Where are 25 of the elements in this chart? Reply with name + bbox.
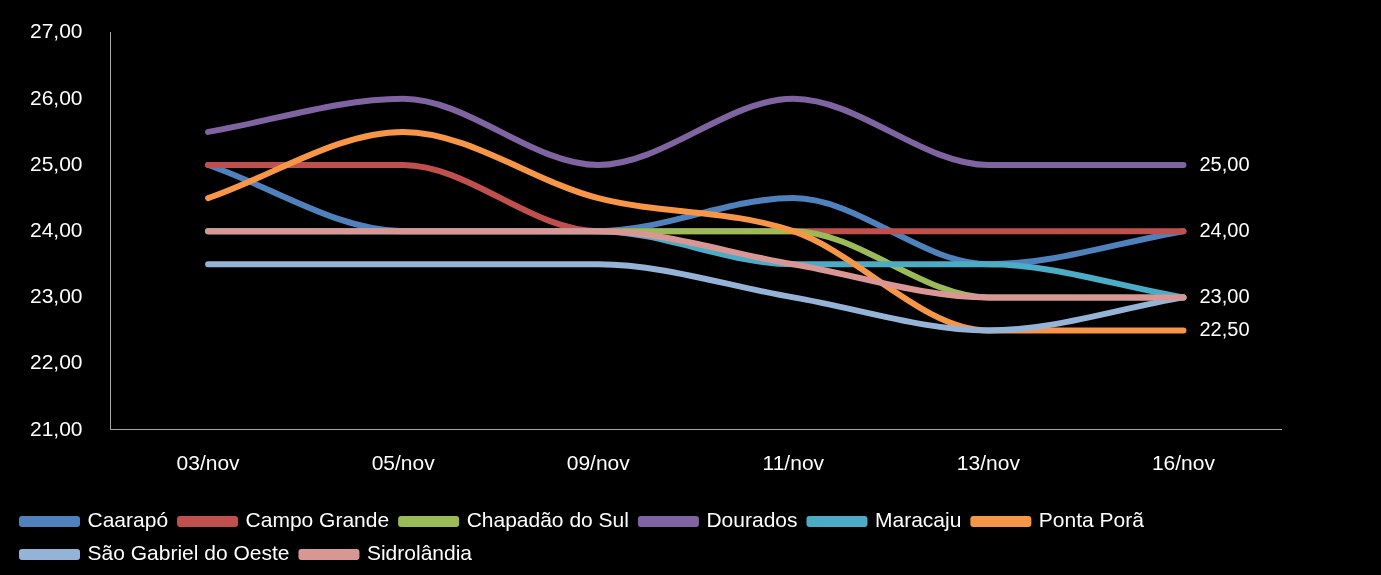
y-tick-label: 27,00 (29, 19, 83, 43)
data-label: 23,00 (1199, 284, 1250, 307)
y-tick-label: 21,00 (29, 416, 83, 440)
data-label: 24,00 (1199, 218, 1250, 241)
y-tick-label: 25,00 (29, 151, 83, 175)
legend-label: Campo Grande (245, 508, 390, 532)
legend-label: Ponta Porã (1038, 508, 1145, 532)
y-tick-label: 22,00 (29, 350, 83, 374)
y-tick-label: 26,00 (29, 85, 83, 109)
y-tick-label: 24,00 (29, 218, 83, 241)
x-tick-label: 05/nov (371, 451, 436, 475)
data-label: 22,50 (1199, 318, 1250, 341)
legend-label: Chapadão do Sul (466, 508, 629, 532)
legend-label: Sidrolândia (366, 541, 473, 565)
legend-label: Dourados (706, 508, 798, 532)
x-tick-label: 16/nov (1151, 451, 1216, 475)
legend-label: São Gabriel do Oeste (87, 541, 290, 565)
y-tick-label: 23,00 (29, 284, 83, 308)
x-tick-label: 11/nov (762, 451, 825, 475)
x-tick-label: 09/nov (566, 451, 631, 475)
legend-label: Caarapó (87, 508, 169, 532)
x-tick-label: 13/nov (956, 451, 1021, 475)
data-label: 25,00 (1199, 152, 1250, 175)
x-tick-label: 03/nov (176, 451, 241, 475)
legend-label: Maracaju (874, 508, 962, 532)
